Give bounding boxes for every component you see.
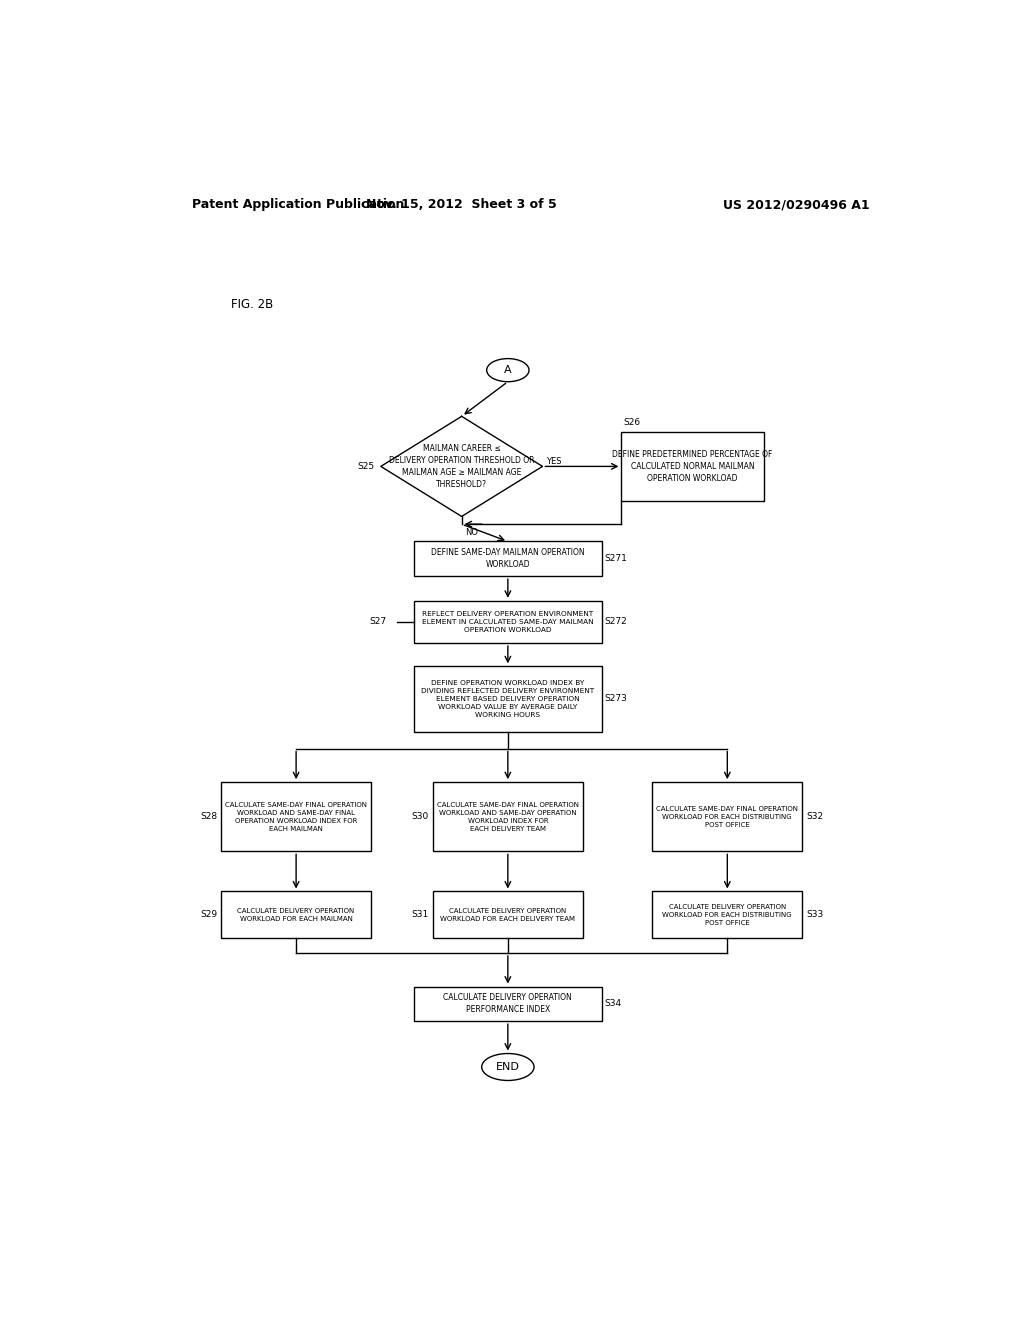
Text: S31: S31 [412,909,429,919]
Text: S30: S30 [412,812,429,821]
Text: CALCULATE DELIVERY OPERATION
WORKLOAD FOR EACH DISTRIBUTING
POST OFFICE: CALCULATE DELIVERY OPERATION WORKLOAD FO… [663,903,793,925]
Bar [652,891,803,937]
Text: FIG. 2B: FIG. 2B [230,298,273,312]
Bar [414,601,602,643]
Text: S34: S34 [604,999,622,1008]
Text: CALCULATE DELIVERY OPERATION
WORKLOAD FOR EACH DELIVERY TEAM: CALCULATE DELIVERY OPERATION WORKLOAD FO… [440,908,575,921]
Text: REFLECT DELIVERY OPERATION ENVIRONMENT
ELEMENT IN CALCULATED SAME-DAY MAILMAN
OP: REFLECT DELIVERY OPERATION ENVIRONMENT E… [422,611,594,634]
Bar [414,541,602,576]
Text: Patent Application Publication: Patent Application Publication [193,198,404,211]
Bar [221,781,371,851]
Text: S26: S26 [623,418,640,426]
Text: MAILMAN CAREER ≤
DELIVERY OPERATION THRESHOLD OR
MAILMAN AGE ≥ MAILMAN AGE
THRES: MAILMAN CAREER ≤ DELIVERY OPERATION THRE… [389,445,535,488]
Text: S271: S271 [604,554,628,564]
Text: DEFINE SAME-DAY MAILMAN OPERATION
WORKLOAD: DEFINE SAME-DAY MAILMAN OPERATION WORKLO… [431,548,585,569]
Text: CALCULATE DELIVERY OPERATION
WORKLOAD FOR EACH MAILMAN: CALCULATE DELIVERY OPERATION WORKLOAD FO… [238,908,354,921]
Text: CALCULATE DELIVERY OPERATION
PERFORMANCE INDEX: CALCULATE DELIVERY OPERATION PERFORMANCE… [443,994,572,1014]
Text: S273: S273 [604,694,628,704]
Text: NO: NO [466,528,478,537]
Text: CALCULATE SAME-DAY FINAL OPERATION
WORKLOAD AND SAME-DAY OPERATION
WORKLOAD INDE: CALCULATE SAME-DAY FINAL OPERATION WORKL… [437,801,579,832]
Text: S28: S28 [200,812,217,821]
Bar [414,667,602,731]
Text: A: A [504,366,512,375]
Text: DEFINE OPERATION WORKLOAD INDEX BY
DIVIDING REFLECTED DELIVERY ENVIRONMENT
ELEME: DEFINE OPERATION WORKLOAD INDEX BY DIVID… [421,680,595,718]
Text: YES: YES [547,457,562,466]
Text: CALCULATE SAME-DAY FINAL OPERATION
WORKLOAD AND SAME-DAY FINAL
OPERATION WORKLOA: CALCULATE SAME-DAY FINAL OPERATION WORKL… [225,801,368,832]
Text: S33: S33 [806,909,823,919]
Bar [221,891,371,937]
Text: S272: S272 [604,618,628,627]
Text: S32: S32 [806,812,823,821]
Text: US 2012/0290496 A1: US 2012/0290496 A1 [723,198,869,211]
Text: S29: S29 [200,909,217,919]
Text: S27: S27 [370,618,387,627]
Bar [652,781,803,851]
Bar [414,986,602,1022]
Bar [433,891,583,937]
Text: Nov. 15, 2012  Sheet 3 of 5: Nov. 15, 2012 Sheet 3 of 5 [367,198,557,211]
Bar [433,781,583,851]
Text: DEFINE PREDETERMINED PERCENTAGE OF
CALCULATED NORMAL MAILMAN
OPERATION WORKLOAD: DEFINE PREDETERMINED PERCENTAGE OF CALCU… [612,450,773,483]
Text: CALCULATE SAME-DAY FINAL OPERATION
WORKLOAD FOR EACH DISTRIBUTING
POST OFFICE: CALCULATE SAME-DAY FINAL OPERATION WORKL… [656,805,799,828]
Text: END: END [496,1063,520,1072]
Bar [622,432,764,502]
Text: S25: S25 [357,462,375,471]
